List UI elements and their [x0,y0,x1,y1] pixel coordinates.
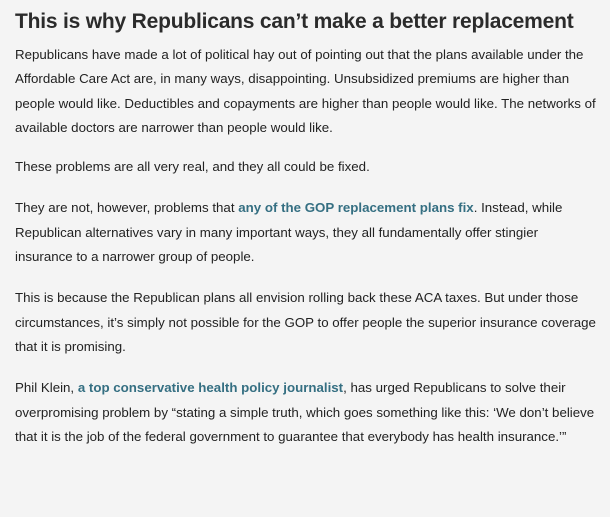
paragraph-aca-criticism: Republicans have made a lot of political… [15,47,596,135]
paragraph-problems-fixable: These problems are all very real, and th… [15,159,370,175]
paragraph-text: They are not, however, problems that [15,200,239,216]
conservative-journalist-link[interactable]: a top conservative health policy journal… [77,380,344,396]
paragraph-gop-plans: They are not, however, problems that any… [15,196,596,269]
gop-replacement-plans-link[interactable]: any of the GOP replacement plans fix [238,200,474,216]
paragraph-text: , has urged Republicans to solve their o… [15,380,595,444]
article-headline: This is why Republicans can’t make a bet… [15,10,574,33]
paragraph-text: Phil Klein, [15,380,78,396]
paragraph-aca-taxes: This is because the Republican plans all… [15,290,596,354]
paragraph-phil-klein: Phil Klein, a top conservative health po… [15,376,596,449]
paragraph-text: . Instead, while Republican alternatives… [15,200,563,265]
